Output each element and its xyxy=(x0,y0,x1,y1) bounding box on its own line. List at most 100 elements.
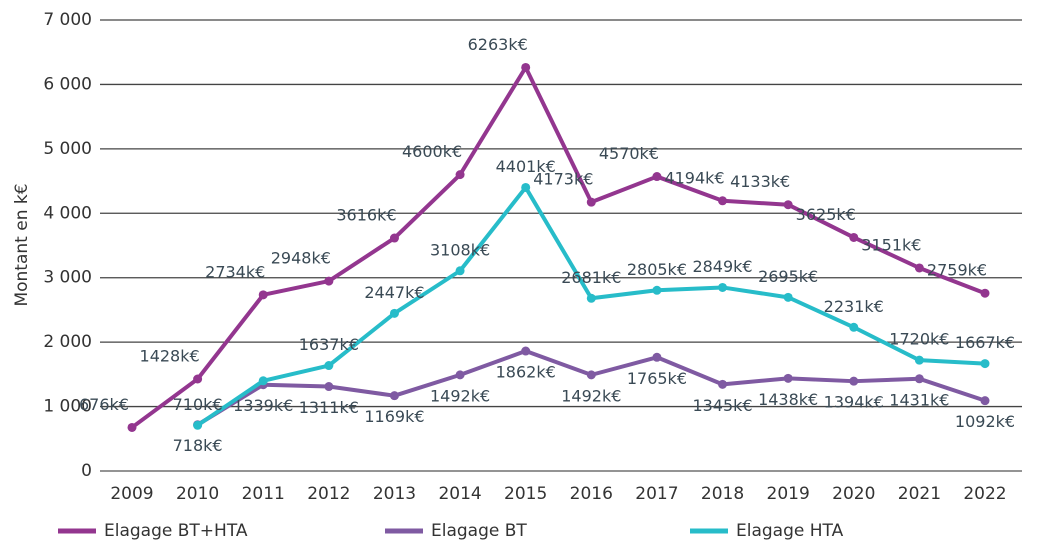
data-point xyxy=(783,200,793,210)
data-point xyxy=(718,379,728,389)
data-point xyxy=(980,288,990,298)
y-tick-label: 5 000 xyxy=(43,139,92,159)
data-point xyxy=(586,197,596,207)
data-point xyxy=(980,359,990,369)
data-label: 2681k€ xyxy=(561,268,621,287)
data-label: 3616k€ xyxy=(336,206,396,225)
y-tick-label: 0 xyxy=(81,461,92,481)
data-point xyxy=(718,196,728,206)
data-label: 2759k€ xyxy=(927,261,987,280)
x-tick-label: 2022 xyxy=(963,484,1006,504)
y-tick-label: 7 000 xyxy=(43,10,92,30)
data-label: 4401k€ xyxy=(496,157,556,176)
data-point xyxy=(455,370,465,380)
data-label: 2231k€ xyxy=(824,297,884,316)
data-label: 3108k€ xyxy=(430,240,490,259)
data-label: 4173k€ xyxy=(533,170,593,189)
data-label: 718k€ xyxy=(173,436,223,455)
x-tick-label: 2017 xyxy=(635,484,678,504)
x-tick-label: 2014 xyxy=(438,484,481,504)
data-label: 2805k€ xyxy=(627,260,687,279)
data-label: 4194k€ xyxy=(664,168,724,187)
data-point xyxy=(783,373,793,383)
data-point xyxy=(914,374,924,384)
legend-label: Elagage BT+HTA xyxy=(104,521,248,541)
data-point xyxy=(193,420,203,430)
data-label: 1345k€ xyxy=(692,396,752,415)
data-point xyxy=(521,62,531,72)
legend-label: Elagage HTA xyxy=(736,521,844,541)
data-point xyxy=(586,370,596,380)
data-point xyxy=(389,233,399,243)
data-point xyxy=(849,232,859,242)
data-point xyxy=(652,285,662,295)
data-label: 1667k€ xyxy=(955,333,1015,352)
data-label: 4570k€ xyxy=(599,144,659,163)
data-point xyxy=(455,170,465,180)
data-label: 3151k€ xyxy=(861,235,921,254)
data-label: 1339k€ xyxy=(233,396,293,415)
data-label: 1637k€ xyxy=(299,335,359,354)
data-label: 4133k€ xyxy=(730,172,790,191)
data-label: 2948k€ xyxy=(271,249,331,268)
data-point xyxy=(586,293,596,303)
data-point xyxy=(652,172,662,182)
y-tick-label: 6 000 xyxy=(43,74,92,94)
x-tick-label: 2016 xyxy=(570,484,613,504)
data-point xyxy=(521,346,531,356)
data-point xyxy=(914,263,924,273)
data-point xyxy=(389,308,399,318)
data-label: 2447k€ xyxy=(364,283,424,302)
data-label: 2849k€ xyxy=(692,257,752,276)
data-label: 4600k€ xyxy=(402,142,462,161)
x-tick-label: 2010 xyxy=(176,484,219,504)
data-label: 676k€ xyxy=(79,395,129,414)
series-line xyxy=(130,65,986,430)
data-label: 2734k€ xyxy=(205,262,265,281)
data-point xyxy=(783,292,793,302)
data-label: 3625k€ xyxy=(796,205,856,224)
data-label: 1492k€ xyxy=(561,386,621,405)
x-tick-label: 2019 xyxy=(767,484,810,504)
x-tick-label: 2013 xyxy=(373,484,416,504)
x-tick-label: 2015 xyxy=(504,484,547,504)
y-tick-label: 2 000 xyxy=(43,332,92,352)
data-point xyxy=(324,276,334,286)
y-tick-label: 3 000 xyxy=(43,268,92,288)
data-label: 1394k€ xyxy=(824,393,884,412)
data-label: 1765k€ xyxy=(627,369,687,388)
data-point xyxy=(718,282,728,292)
data-label: 1169k€ xyxy=(364,407,424,426)
data-label: 710k€ xyxy=(173,395,223,414)
data-label: 1492k€ xyxy=(430,386,490,405)
data-label: 2695k€ xyxy=(758,267,818,286)
x-tick-label: 2021 xyxy=(898,484,941,504)
data-point xyxy=(455,266,465,276)
y-tick-label: 1 000 xyxy=(43,397,92,417)
data-label: 1862k€ xyxy=(496,363,556,382)
y-axis-label: Montant en k€ xyxy=(12,183,32,306)
data-point xyxy=(258,290,268,300)
data-label: 1438k€ xyxy=(758,390,818,409)
data-point xyxy=(193,374,203,384)
y-tick-label: 4 000 xyxy=(43,203,92,223)
data-point xyxy=(127,422,137,432)
data-label: 1720k€ xyxy=(889,330,949,349)
data-point xyxy=(258,376,268,386)
data-point xyxy=(521,182,531,192)
x-tick-label: 2020 xyxy=(832,484,875,504)
data-label: 1311k€ xyxy=(299,398,359,417)
data-point xyxy=(849,376,859,386)
data-label: 1428k€ xyxy=(140,346,200,365)
x-tick-label: 2018 xyxy=(701,484,744,504)
data-point xyxy=(324,361,334,371)
data-point xyxy=(980,396,990,406)
x-tick-label: 2009 xyxy=(110,484,153,504)
legend-label: Elagage BT xyxy=(431,521,527,541)
x-tick-label: 2011 xyxy=(242,484,285,504)
data-point xyxy=(389,391,399,401)
data-point xyxy=(849,322,859,332)
data-label: 6263k€ xyxy=(468,35,528,54)
data-point xyxy=(652,352,662,362)
